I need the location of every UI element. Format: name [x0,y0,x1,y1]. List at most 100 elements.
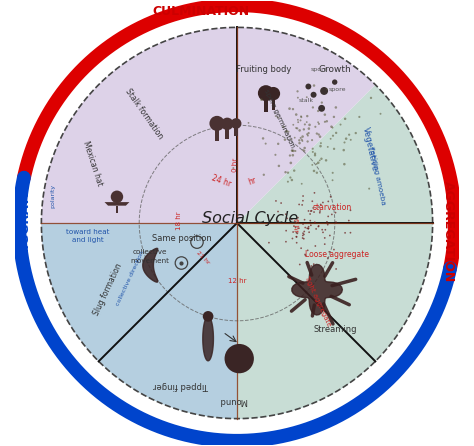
Circle shape [316,132,318,135]
Circle shape [297,217,299,219]
Circle shape [324,237,326,239]
Circle shape [308,228,309,230]
Text: AGGREGATION: AGGREGATION [442,181,455,282]
Circle shape [303,150,305,152]
Circle shape [348,220,350,222]
Text: feeding amoeba: feeding amoeba [368,147,386,206]
Circle shape [301,140,303,142]
Text: Fruiting body: Fruiting body [236,65,292,74]
Circle shape [277,220,279,222]
Circle shape [310,210,312,212]
Circle shape [310,210,312,212]
Polygon shape [292,264,342,315]
Circle shape [258,85,274,101]
Circle shape [225,344,254,373]
Text: Social Cycle: Social Cycle [202,211,299,226]
Circle shape [306,121,308,123]
Circle shape [321,229,323,231]
Circle shape [298,203,300,205]
Circle shape [304,227,306,228]
Circle shape [322,231,324,233]
Circle shape [328,215,329,217]
Circle shape [370,97,372,99]
Circle shape [332,179,334,181]
Circle shape [302,149,304,151]
Circle shape [315,228,317,230]
Circle shape [302,235,304,236]
Circle shape [292,154,294,157]
Text: stalk: stalk [298,98,313,103]
Circle shape [289,177,292,178]
Circle shape [311,139,313,141]
Circle shape [304,219,305,221]
Circle shape [297,121,299,123]
Circle shape [296,232,298,234]
Circle shape [335,268,337,270]
Circle shape [317,121,319,123]
Text: Same position: Same position [152,234,211,243]
Circle shape [301,183,302,185]
Circle shape [314,126,317,128]
Circle shape [312,151,314,153]
Circle shape [320,101,323,104]
Circle shape [291,179,293,181]
Circle shape [343,163,346,165]
Circle shape [295,227,296,228]
Circle shape [358,116,360,118]
Circle shape [317,161,319,164]
Circle shape [345,137,347,140]
Circle shape [285,241,287,243]
Circle shape [302,200,304,202]
Circle shape [320,157,323,160]
Circle shape [288,131,290,132]
Text: movement: movement [131,258,170,264]
Circle shape [322,202,324,203]
Circle shape [297,97,299,99]
Circle shape [318,105,325,112]
Circle shape [290,161,292,164]
Circle shape [275,200,277,202]
Circle shape [296,90,299,92]
Circle shape [247,122,249,124]
Circle shape [268,242,270,244]
Circle shape [312,207,314,209]
Circle shape [306,133,308,135]
Text: and light: and light [72,237,104,243]
Circle shape [348,134,350,136]
Polygon shape [143,248,158,282]
Text: 0 hr: 0 hr [232,158,238,173]
Circle shape [314,154,316,157]
Circle shape [328,201,329,202]
Circle shape [308,227,310,229]
Circle shape [301,116,302,118]
Circle shape [291,219,292,220]
Circle shape [302,223,304,225]
Circle shape [327,257,328,259]
Circle shape [308,231,310,233]
Circle shape [308,127,310,130]
Circle shape [292,124,294,126]
Circle shape [304,254,306,256]
Circle shape [317,110,319,112]
Circle shape [111,190,123,203]
Circle shape [335,132,337,134]
Circle shape [314,153,316,155]
Circle shape [329,235,331,236]
Circle shape [308,132,310,134]
Circle shape [311,164,313,166]
Circle shape [314,192,315,194]
Circle shape [267,87,280,100]
Circle shape [288,107,291,110]
Circle shape [342,149,345,151]
Circle shape [303,238,305,240]
Circle shape [280,202,282,204]
Circle shape [331,127,334,128]
Circle shape [327,146,328,148]
Circle shape [324,243,326,245]
Circle shape [277,143,279,145]
Circle shape [380,113,382,115]
Circle shape [326,88,328,91]
Circle shape [312,106,314,108]
Text: Streaming: Streaming [313,325,356,334]
Wedge shape [99,85,433,419]
